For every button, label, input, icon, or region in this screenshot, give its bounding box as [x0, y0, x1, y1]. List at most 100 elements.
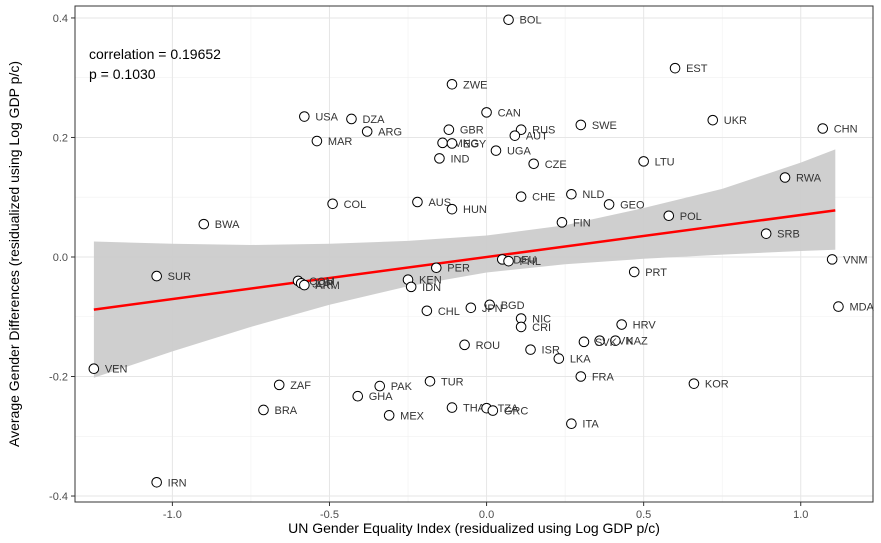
point-label-idn: IDN — [422, 282, 441, 294]
confidence-band-group — [93, 149, 836, 378]
point-label-cze: CZE — [545, 159, 567, 171]
y-tick-label: 0.4 — [53, 13, 68, 25]
point-label-kaz: KAZ — [626, 336, 648, 348]
point-isr — [525, 344, 536, 355]
point-zwe — [446, 78, 458, 90]
point-label-aus: AUS — [428, 197, 451, 209]
point-label-fin: FIN — [573, 217, 591, 229]
correlation-annotation: correlation = 0.19652 — [89, 46, 221, 62]
point-label-isr: ISR — [542, 345, 560, 357]
y-tick-label: -0.2 — [49, 372, 68, 384]
point-label-jor: JOR — [312, 278, 334, 290]
x-axis-title: UN Gender Equality Index (residualized u… — [288, 520, 660, 536]
point-hrv — [616, 319, 627, 330]
point-ita — [566, 418, 577, 430]
point-label-kor: KOR — [705, 379, 729, 391]
point-hun — [446, 203, 458, 215]
point-label-aut: AUT — [526, 131, 548, 143]
point-label-nld: NLD — [582, 189, 604, 201]
x-axis-ticks: -1.0 -0.5 0.0 0.5 1.0 — [163, 502, 808, 521]
point-label-sur: SUR — [168, 271, 191, 283]
point-ltu — [638, 156, 649, 167]
point-label-rou: ROU — [476, 340, 501, 352]
point-label-bol: BOL — [520, 15, 542, 27]
point-jpn — [465, 302, 477, 314]
point-label-mng: MNG — [454, 138, 480, 150]
point-label-ita: ITA — [582, 419, 599, 431]
point-zaf — [273, 379, 285, 391]
y-tick-label: 0.0 — [53, 252, 68, 264]
point-kaz — [610, 335, 621, 346]
point-label-cri: CRI — [532, 322, 551, 334]
point-label-pak: PAK — [391, 381, 413, 393]
point-geo — [603, 199, 615, 210]
point-label-tur: TUR — [441, 376, 464, 388]
point-label-usa: USA — [315, 112, 338, 124]
x-tick-label: 0.0 — [479, 509, 494, 521]
regression-line — [93, 209, 836, 311]
point-label-chn: CHN — [834, 124, 858, 136]
point-per — [430, 262, 442, 274]
point-fra — [575, 371, 587, 382]
point-label-col: COL — [344, 199, 367, 211]
point-label-tza: TZA — [498, 403, 519, 415]
point-sur — [151, 270, 162, 282]
point-aut — [509, 130, 521, 141]
point-est — [669, 62, 681, 74]
point-label-nic: NIC — [532, 314, 551, 326]
point-label-zwe: ZWE — [463, 79, 487, 91]
point-mar — [311, 135, 323, 147]
y-axis-ticks: -0.4 -0.2 0.0 0.2 0.4 — [49, 13, 75, 503]
point-label-deu: DEU — [513, 254, 536, 266]
point-label-rus: RUS — [532, 125, 555, 137]
point-label-gbr: GBR — [460, 125, 484, 137]
point-pol — [663, 210, 675, 222]
point-lka — [553, 353, 565, 364]
point-label-irn: IRN — [168, 477, 187, 489]
point-label-gha: GHA — [369, 391, 394, 403]
point-label-svk: SVK — [595, 337, 618, 349]
data-points: BOL EST ZWE CAN USA DZA UKR SWE CHN GBR RUS ARG AUT M… — [88, 14, 875, 489]
point-bwa — [198, 218, 210, 230]
point-rou — [459, 339, 470, 351]
point-pak — [374, 380, 386, 392]
point-label-egy: EGY — [463, 138, 487, 150]
point-rwa — [779, 172, 791, 183]
point-label-per: PER — [447, 263, 470, 275]
point-label-ven: VEN — [105, 364, 128, 376]
point-label-arg: ARG — [378, 126, 402, 138]
point-label-zaf: ZAF — [290, 380, 311, 392]
point-grc — [487, 405, 499, 416]
point-chn — [817, 123, 829, 134]
point-label-arm: ARM — [315, 280, 339, 292]
point-label-hrv: HRV — [633, 320, 657, 332]
point-bra — [258, 404, 269, 416]
point-label-rwa: RWA — [796, 173, 822, 185]
point-ven — [88, 363, 100, 375]
x-tick-label: 0.5 — [636, 509, 651, 521]
point-label-uga: UGA — [507, 146, 532, 158]
point-mda — [833, 301, 844, 312]
point-bgd — [484, 299, 496, 311]
point-chl — [421, 305, 433, 317]
point-cze — [528, 158, 539, 170]
point-gbr — [443, 124, 455, 136]
point-label-est: EST — [686, 63, 708, 75]
point-label-bra: BRA — [275, 405, 298, 417]
point-label-chl: CHL — [438, 306, 460, 318]
point-phl — [503, 255, 514, 267]
point-ind — [434, 153, 445, 164]
point-tha — [446, 402, 458, 413]
y-tick-label: -0.4 — [49, 491, 68, 503]
y-tick-label: 0.2 — [53, 132, 68, 144]
point-mex — [383, 410, 395, 421]
point-label-can: CAN — [498, 107, 521, 119]
point-srb — [760, 228, 772, 239]
fit-line-group — [93, 209, 836, 311]
point-label-ind: IND — [450, 153, 469, 165]
point-label-che: CHE — [532, 192, 555, 204]
point-label-lka: LKA — [570, 354, 591, 366]
point-label-prt: PRT — [645, 267, 667, 279]
point-idn — [405, 281, 417, 293]
